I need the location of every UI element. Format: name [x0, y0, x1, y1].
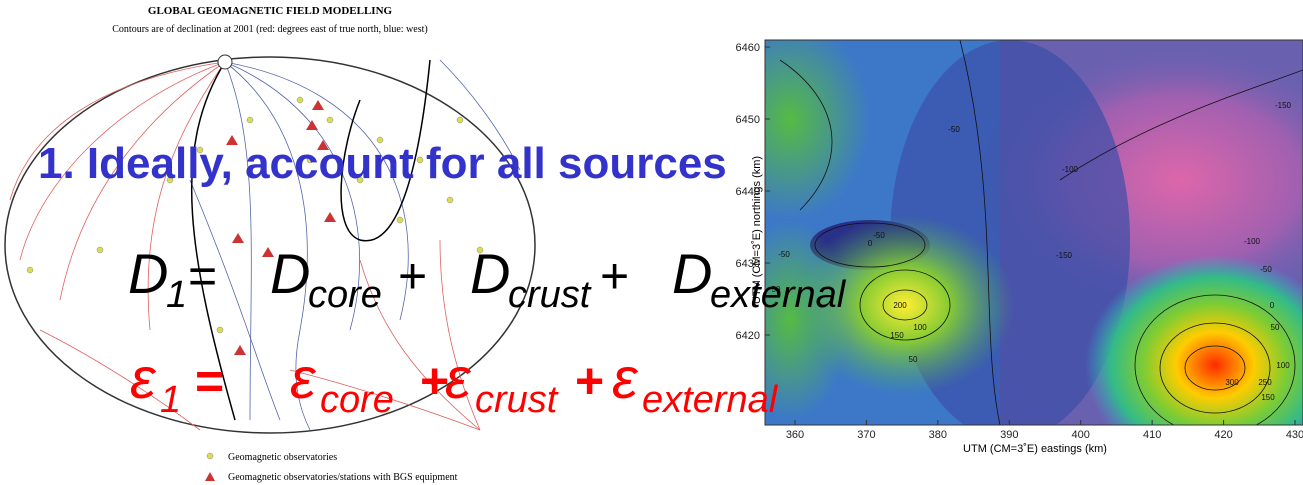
legend-label: Geomagnetic observatories: [228, 452, 337, 463]
contour-label: 200: [893, 301, 907, 310]
x-tick-label: 420: [1214, 429, 1232, 441]
contour-label: -50: [778, 250, 790, 259]
contour-label: -50: [1260, 265, 1272, 274]
legend-label: Geomagnetic observatories/stations with …: [228, 472, 458, 483]
x-tick-label: 390: [1000, 429, 1018, 441]
contour-label: -150: [1275, 101, 1292, 110]
symbol: ε: [445, 346, 472, 411]
subscript: core: [320, 379, 394, 421]
y-tick-label: 6460: [736, 42, 760, 54]
subscript: external: [710, 274, 847, 316]
x-tick-label: 430: [1286, 429, 1303, 441]
x-axis-label: UTM (CM=3˚E) eastings (km): [963, 443, 1107, 455]
subscript: crust: [508, 274, 592, 316]
contour-label: -50: [873, 231, 885, 240]
symbol: D: [672, 242, 712, 305]
x-tick-label: 360: [786, 429, 804, 441]
x-tick-label: 400: [1072, 429, 1090, 441]
slide-canvas: GLOBAL GEOMAGNETIC FIELD MODELLING Conto…: [0, 0, 1303, 485]
symbol: D: [270, 242, 310, 305]
contour-label: 250: [1258, 378, 1272, 387]
operator: +: [600, 248, 629, 304]
contour-label: 150: [890, 331, 904, 340]
operator: =: [195, 353, 224, 409]
heading: 1. Ideally, account for all sources: [38, 139, 727, 188]
y-tick-label: 6450: [736, 114, 760, 126]
anomaly-map: -150 -100 -50 -50 -50 -150 0 50 50 100 150 200 250 30…: [710, 20, 1303, 475]
y-tick-label: 6420: [736, 330, 760, 342]
contour-label: 0: [868, 239, 873, 248]
map-title: GLOBAL GEOMAGNETIC FIELD MODELLING: [148, 5, 393, 17]
x-tick-label: 370: [857, 429, 875, 441]
contour-label: 100: [913, 323, 927, 332]
contour-label: -100: [1062, 165, 1079, 174]
subscript: external: [642, 379, 779, 421]
contour-label: 100: [1276, 361, 1290, 370]
contour-label: 50: [1271, 323, 1280, 332]
operator: =: [188, 248, 217, 304]
slide: {"left_figure": {"title": "GLOBAL GEOMAG…: [0, 0, 1303, 485]
subscript: 1: [166, 274, 187, 316]
symbol: D: [470, 242, 510, 305]
x-tick-label: 380: [929, 429, 947, 441]
symbol: ε: [612, 346, 639, 411]
contour-label: 150: [1261, 393, 1275, 402]
map-subtitle: Contours are of declination at 2001 (red…: [112, 24, 427, 35]
contour-label: -150: [1056, 251, 1073, 260]
subscript: crust: [475, 379, 559, 421]
contour-label: 50: [909, 355, 918, 364]
operator: +: [398, 248, 427, 304]
x-tick-label: 410: [1143, 429, 1161, 441]
contour-label: 300: [1225, 378, 1239, 387]
operator: +: [575, 353, 604, 409]
symbol: ε: [130, 346, 157, 411]
contour-label: -100: [1244, 237, 1261, 246]
symbol: D: [128, 242, 168, 305]
subscript: 1: [160, 379, 181, 421]
contour-label: 0: [1270, 301, 1275, 310]
symbol: ε: [290, 346, 317, 411]
subscript: core: [308, 274, 382, 316]
contour-label: -50: [948, 125, 960, 134]
